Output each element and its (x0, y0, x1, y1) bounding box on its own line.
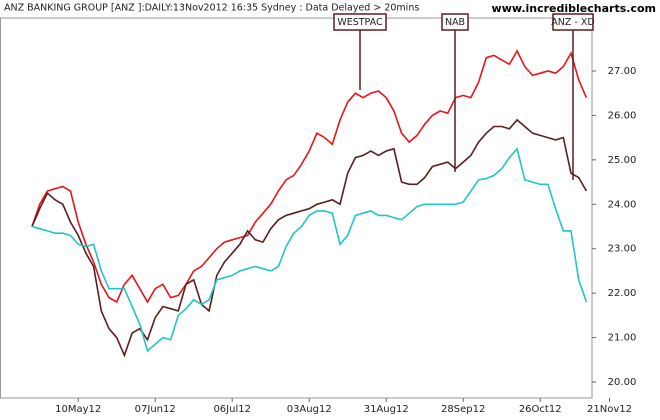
source: www.incrediblecharts.com (492, 2, 656, 15)
x-tick-label: 21Nov12 (587, 404, 632, 415)
annotation: ANZ - XD (551, 17, 594, 28)
series-line (31, 49, 588, 304)
y-tick-label: 25.00 (608, 155, 637, 166)
x-tick-label: 28Sep12 (441, 404, 485, 415)
x-tick-label: 03Aug12 (287, 404, 332, 415)
annotation-box (552, 13, 594, 31)
y-tick-label: 21.00 (608, 333, 637, 344)
y-tick-label: 27.00 (608, 66, 637, 77)
y-tick-label: 26.00 (608, 110, 637, 121)
series-line (31, 147, 588, 353)
x-tick-label: 06Jul12 (213, 404, 251, 415)
x-tick-label: 26Oct12 (519, 404, 562, 415)
y-tick-label: 23.00 (608, 244, 637, 255)
x-tick-label: 31Aug12 (364, 404, 409, 415)
y-tick-label: 22.00 (608, 288, 637, 299)
annotation: NAB (445, 17, 465, 28)
y-tick-label: 20.00 (608, 377, 637, 388)
annotation: WESTPAC (337, 17, 383, 28)
chart-title: ANZ BANKING GROUP [ANZ ]:DAILY:13Nov2012… (4, 3, 419, 14)
x-tick-label: 07Jun12 (135, 404, 176, 415)
y-tick-label: 24.00 (608, 199, 637, 210)
plot-frame (0, 17, 593, 399)
series-line (31, 118, 588, 358)
x-tick-label: 10May12 (55, 404, 101, 415)
annotation-box (333, 13, 387, 31)
annotation-box (441, 13, 469, 31)
